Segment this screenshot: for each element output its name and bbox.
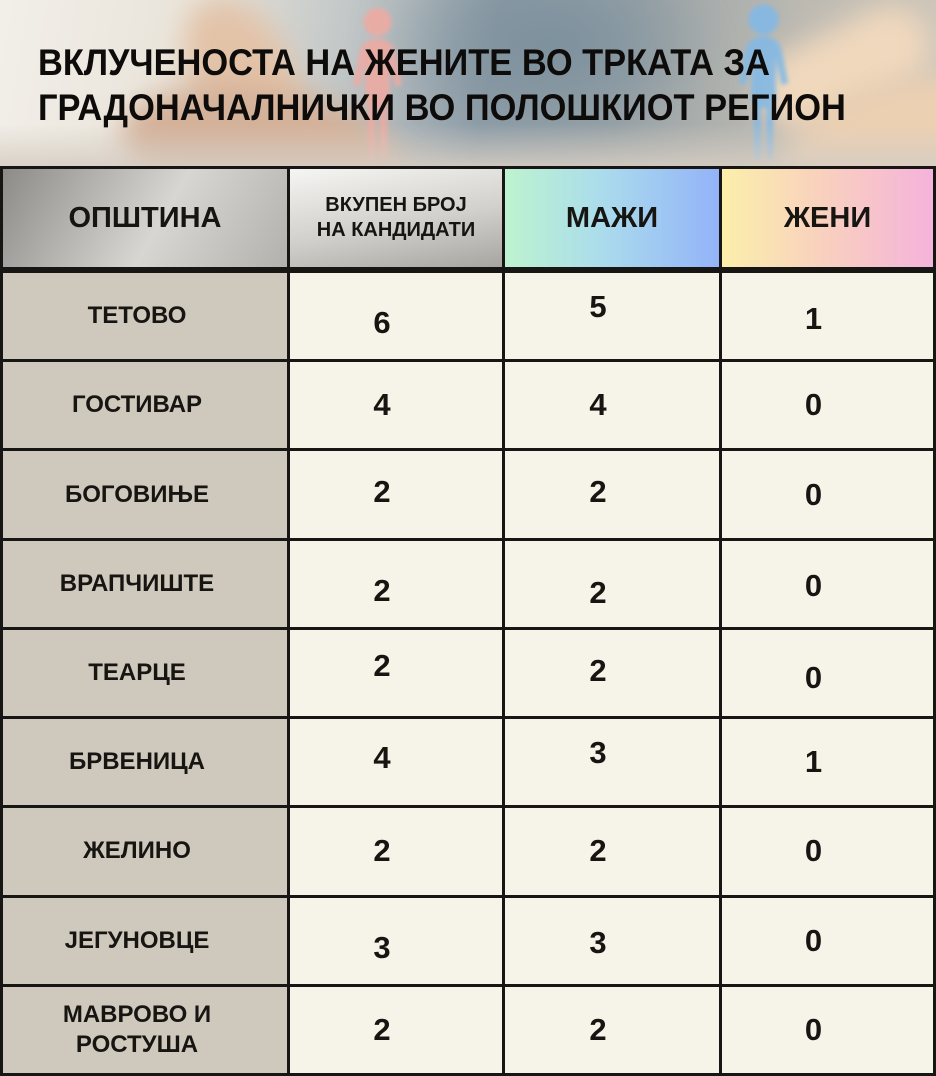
women-cell: 1 bbox=[722, 273, 933, 360]
women-value: 1 bbox=[804, 301, 823, 337]
total-cell: 4 bbox=[290, 719, 502, 806]
women-cell: 0 bbox=[722, 986, 933, 1073]
men-value: 2 bbox=[589, 473, 607, 509]
women-value: 0 bbox=[804, 1011, 823, 1047]
women-cell: 0 bbox=[722, 897, 933, 984]
men-value: 4 bbox=[589, 387, 607, 423]
total-value: 6 bbox=[373, 305, 391, 341]
municipality-label: ЈЕГУНОВЦЕ bbox=[64, 926, 210, 954]
men-cell: 2 bbox=[505, 629, 719, 717]
column-header-women: ЖЕНИ bbox=[722, 169, 933, 270]
column-header-municipality: ОПШТИНА bbox=[3, 169, 287, 270]
total-value: 2 bbox=[373, 833, 391, 869]
women-cell: 0 bbox=[722, 362, 933, 449]
municipality-label: БОГОВИЊЕ bbox=[65, 480, 209, 508]
total-cell: 2 bbox=[290, 986, 502, 1073]
total-cell: 2 bbox=[290, 808, 502, 895]
men-cell: 3 bbox=[505, 719, 719, 806]
municipality-label: БРВЕНИЦА bbox=[68, 748, 206, 776]
total-value: 4 bbox=[373, 387, 391, 423]
column-header-label: ВКУПЕН БРОЈ НА КАНДИДАТИ bbox=[316, 194, 476, 241]
women-cell: 0 bbox=[722, 540, 933, 627]
men-value: 5 bbox=[589, 289, 607, 325]
pink-person-icon bbox=[353, 7, 402, 159]
municipality-cell: БРВЕНИЦА bbox=[3, 719, 287, 806]
column-header-label: МАЖИ bbox=[565, 201, 659, 234]
page-title-line-2: ГРАДОНАЧАЛНИЧКИ ВО ПОЛОШКИОТ РЕГИОН bbox=[38, 87, 846, 128]
banner-fade bbox=[0, 124, 936, 166]
municipality-cell: ТЕТОВО bbox=[3, 273, 287, 360]
men-value: 3 bbox=[589, 924, 607, 960]
women-cell: 1 bbox=[722, 719, 933, 806]
total-value: 2 bbox=[373, 647, 391, 683]
municipality-cell: ВРАПЧИШТЕ bbox=[3, 540, 287, 627]
women-value: 1 bbox=[804, 744, 823, 780]
municipality-label: ТЕАРЦЕ bbox=[88, 658, 186, 686]
column-header-total-candidates: ВКУПЕН БРОЈ НА КАНДИДАТИ bbox=[290, 169, 502, 270]
men-cell: 4 bbox=[505, 362, 719, 449]
municipality-label: ГОСТИВАР bbox=[71, 391, 203, 419]
municipality-label: ЖЕЛИНО bbox=[83, 837, 191, 865]
women-value: 0 bbox=[804, 922, 823, 958]
women-cell: 0 bbox=[722, 451, 933, 538]
column-header-men: МАЖИ bbox=[505, 169, 719, 270]
total-value: 2 bbox=[373, 572, 391, 608]
men-cell: 3 bbox=[505, 897, 719, 984]
men-cell: 2 bbox=[505, 986, 719, 1073]
total-value: 2 bbox=[373, 473, 391, 509]
men-value: 2 bbox=[589, 1011, 607, 1047]
total-value: 4 bbox=[373, 740, 391, 776]
total-cell: 2 bbox=[290, 540, 502, 627]
page-title: ВКЛУЧЕНОСТА НА ЖЕНИТЕ ВО ТРКАТА ЗА ГРАДО… bbox=[38, 40, 846, 130]
total-value: 2 bbox=[373, 1011, 391, 1047]
men-value: 3 bbox=[589, 735, 607, 771]
total-cell: 6 bbox=[290, 273, 502, 360]
total-cell: 4 bbox=[290, 362, 502, 449]
women-value: 0 bbox=[804, 476, 823, 512]
column-header-label: ЖЕНИ bbox=[783, 201, 872, 234]
column-header-label: ОПШТИНА bbox=[68, 201, 222, 234]
page-title-line-1: ВКЛУЧЕНОСТА НА ЖЕНИТЕ ВО ТРКАТА ЗА bbox=[38, 42, 770, 83]
women-value: 0 bbox=[804, 833, 823, 869]
blue-person-icon bbox=[738, 4, 789, 160]
candidates-table: ОПШТИНА ВКУПЕН БРОЈ НА КАНДИДАТИ МАЖИ ЖЕ… bbox=[0, 166, 936, 1076]
total-cell: 2 bbox=[290, 629, 502, 717]
municipality-cell: ГОСТИВАР bbox=[3, 362, 287, 449]
municipality-cell: ЖЕЛИНО bbox=[3, 808, 287, 895]
women-value: 0 bbox=[804, 387, 823, 423]
men-value: 2 bbox=[589, 652, 607, 688]
total-cell: 2 bbox=[290, 451, 502, 538]
men-cell: 5 bbox=[505, 273, 719, 360]
men-cell: 2 bbox=[505, 808, 719, 895]
women-cell: 0 bbox=[722, 629, 933, 717]
municipality-cell: ЈЕГУНОВЦЕ bbox=[3, 897, 287, 984]
women-cell: 0 bbox=[722, 808, 933, 895]
municipality-label: МАВРОВО И РОСТУША bbox=[62, 1000, 212, 1058]
women-value: 0 bbox=[804, 567, 823, 603]
total-cell: 3 bbox=[290, 897, 502, 984]
municipality-cell: ТЕАРЦЕ bbox=[3, 629, 287, 717]
municipality-label: ВРАПЧИШТЕ bbox=[59, 569, 215, 597]
men-value: 2 bbox=[589, 574, 607, 610]
municipality-cell: МАВРОВО И РОСТУША bbox=[3, 986, 287, 1073]
municipality-label: ТЕТОВО bbox=[87, 302, 187, 330]
women-value: 0 bbox=[804, 659, 823, 695]
photo-background: ВКЛУЧЕНОСТА НА ЖЕНИТЕ ВО ТРКАТА ЗА ГРАДО… bbox=[0, 0, 936, 166]
municipality-cell: БОГОВИЊЕ bbox=[3, 451, 287, 538]
men-cell: 2 bbox=[505, 540, 719, 627]
men-value: 2 bbox=[589, 833, 607, 869]
men-cell: 2 bbox=[505, 451, 719, 538]
total-value: 3 bbox=[373, 929, 391, 965]
